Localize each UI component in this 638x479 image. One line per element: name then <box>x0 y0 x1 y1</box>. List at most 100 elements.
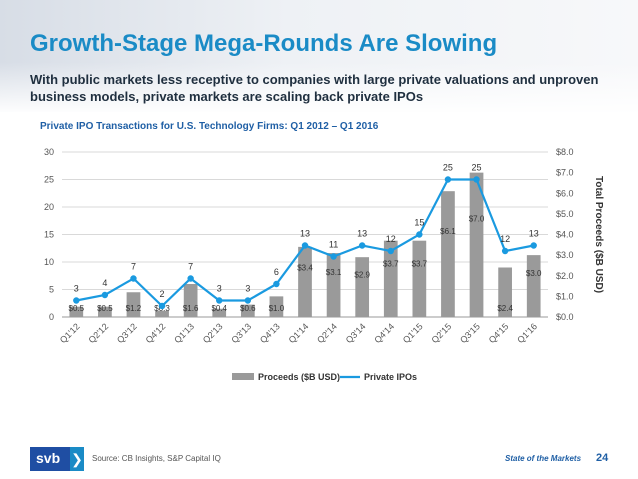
bar <box>469 172 484 317</box>
bar <box>69 306 84 317</box>
line-data-label: 11 <box>329 240 338 250</box>
bar-data-label: $1.6 <box>183 304 199 313</box>
bar-data-label: $0.5 <box>97 304 113 313</box>
line-point <box>387 247 394 255</box>
x-axis-tick: Q4'14 <box>372 321 396 345</box>
line-data-label: 25 <box>443 163 453 173</box>
bar-data-label: $3.7 <box>383 260 399 269</box>
bar <box>269 296 284 317</box>
x-axis-tick: Q1'12 <box>58 321 82 345</box>
x-axis-tick: Q2'12 <box>86 321 110 345</box>
line-data-label: 12 <box>500 234 510 244</box>
line-point <box>130 275 137 282</box>
x-axis-tick: Q1'16 <box>515 321 539 345</box>
left-axis-tick: 20 <box>44 202 54 212</box>
line-point <box>158 302 166 310</box>
right-axis-tick: $2.0 <box>556 271 574 281</box>
chevron-right-icon: ❯ <box>70 447 84 471</box>
bar-data-label: $3.0 <box>526 269 542 278</box>
bar <box>126 292 141 317</box>
line-data-label: 3 <box>74 284 79 294</box>
line-data-label: 2 <box>160 289 165 299</box>
bar <box>298 246 312 317</box>
chart-title: Private IPO Transactions for U.S. Techno… <box>40 121 379 132</box>
line-data-label: 12 <box>386 234 396 244</box>
line-data-label: 7 <box>131 262 136 272</box>
bar <box>212 308 227 317</box>
bar-data-label: $3.7 <box>412 260 428 269</box>
line-data-label: 3 <box>217 284 222 294</box>
line-point <box>473 176 480 183</box>
legend-label-private-ipos: Private IPOs <box>364 372 417 382</box>
line-point <box>216 297 223 304</box>
line-data-label: 13 <box>529 229 539 239</box>
x-axis-tick: Q3'15 <box>458 321 482 345</box>
x-axis-tick: Q3'13 <box>229 321 253 345</box>
x-axis-tick: Q3'14 <box>344 321 368 345</box>
line-data-label: 7 <box>188 262 193 272</box>
line-data-label: 4 <box>102 278 107 288</box>
x-axis-tick: Q1'13 <box>172 321 196 345</box>
right-axis-tick: $3.0 <box>556 250 574 260</box>
bar <box>498 267 512 317</box>
bar-data-label: $3.1 <box>326 268 342 277</box>
line-point <box>101 291 109 299</box>
bar <box>383 240 398 317</box>
line-point <box>187 275 194 282</box>
x-axis-tick: Q4'13 <box>258 321 282 345</box>
right-axis-tick: $4.0 <box>556 230 574 240</box>
right-axis-tick: $7.0 <box>556 168 574 178</box>
bar <box>183 284 198 317</box>
right-axis-tick: $5.0 <box>556 209 574 219</box>
left-axis-tick: 5 <box>49 285 54 295</box>
left-axis-tick: 10 <box>44 257 54 267</box>
line-data-label: 3 <box>245 284 250 294</box>
left-axis-tick: 25 <box>44 175 54 185</box>
line-point <box>330 253 337 260</box>
x-axis-tick: Q2'15 <box>429 321 453 345</box>
line-data-label: 25 <box>472 163 482 173</box>
right-axis-tick: $1.0 <box>556 291 574 301</box>
legend-label-proceeds: Proceeds ($B USD) <box>258 372 340 382</box>
right-axis-tick: $0.0 <box>556 312 574 322</box>
page-title: Growth-Stage Mega-Rounds Are Slowing <box>30 30 498 57</box>
bar-data-label: $6.1 <box>440 227 456 236</box>
x-axis-tick: Q3'12 <box>115 321 139 345</box>
x-axis-tick: Q4'12 <box>144 321 168 345</box>
legend-swatch-proceeds <box>232 373 254 380</box>
line-data-label: 13 <box>357 229 367 239</box>
logo-text: svb <box>36 450 61 466</box>
bar-data-label: $0.5 <box>69 304 85 313</box>
bar-data-label: $0.4 <box>211 304 227 313</box>
bar <box>412 240 427 317</box>
bar <box>326 253 341 317</box>
page-number: 24 <box>596 452 609 464</box>
bar-data-label: $7.0 <box>469 215 485 224</box>
x-axis-tick: Q4'15 <box>487 321 511 345</box>
right-axis-tick: $8.0 <box>556 147 574 157</box>
bar-data-label: $1.2 <box>126 304 142 313</box>
chart: 0 5 10 15 20 25 30 $0.0 $1.0 $2.0 $3.0 $4.0 $5.0 $6.0… <box>44 147 604 382</box>
x-axis-tick: Q2'14 <box>315 321 339 345</box>
line-point <box>301 242 309 249</box>
bar-data-label: $0.6 <box>240 304 256 313</box>
line-point <box>501 247 509 255</box>
line-point <box>273 280 280 288</box>
right-axis-tick: $6.0 <box>556 188 574 198</box>
bar-data-label: $3.4 <box>297 264 313 273</box>
line-point <box>358 242 366 249</box>
line-data-label: 6 <box>274 267 279 277</box>
bar-data-label: $2.9 <box>354 271 370 280</box>
left-axis-tick: 15 <box>44 230 54 240</box>
x-axis-tick: Q1'14 <box>287 321 311 345</box>
line-point <box>244 297 252 304</box>
right-axis-label: Total Proceeds ($B USD) <box>593 176 604 293</box>
svb-logo: svb ❯ <box>30 447 84 471</box>
page-subtitle: With public markets less receptive to co… <box>30 72 599 104</box>
line-point <box>73 297 80 304</box>
x-axis-tick: Q1'15 <box>401 321 425 345</box>
bar <box>441 191 455 317</box>
bar <box>240 304 255 317</box>
bar <box>526 255 541 317</box>
line-data-label: 13 <box>300 229 310 239</box>
